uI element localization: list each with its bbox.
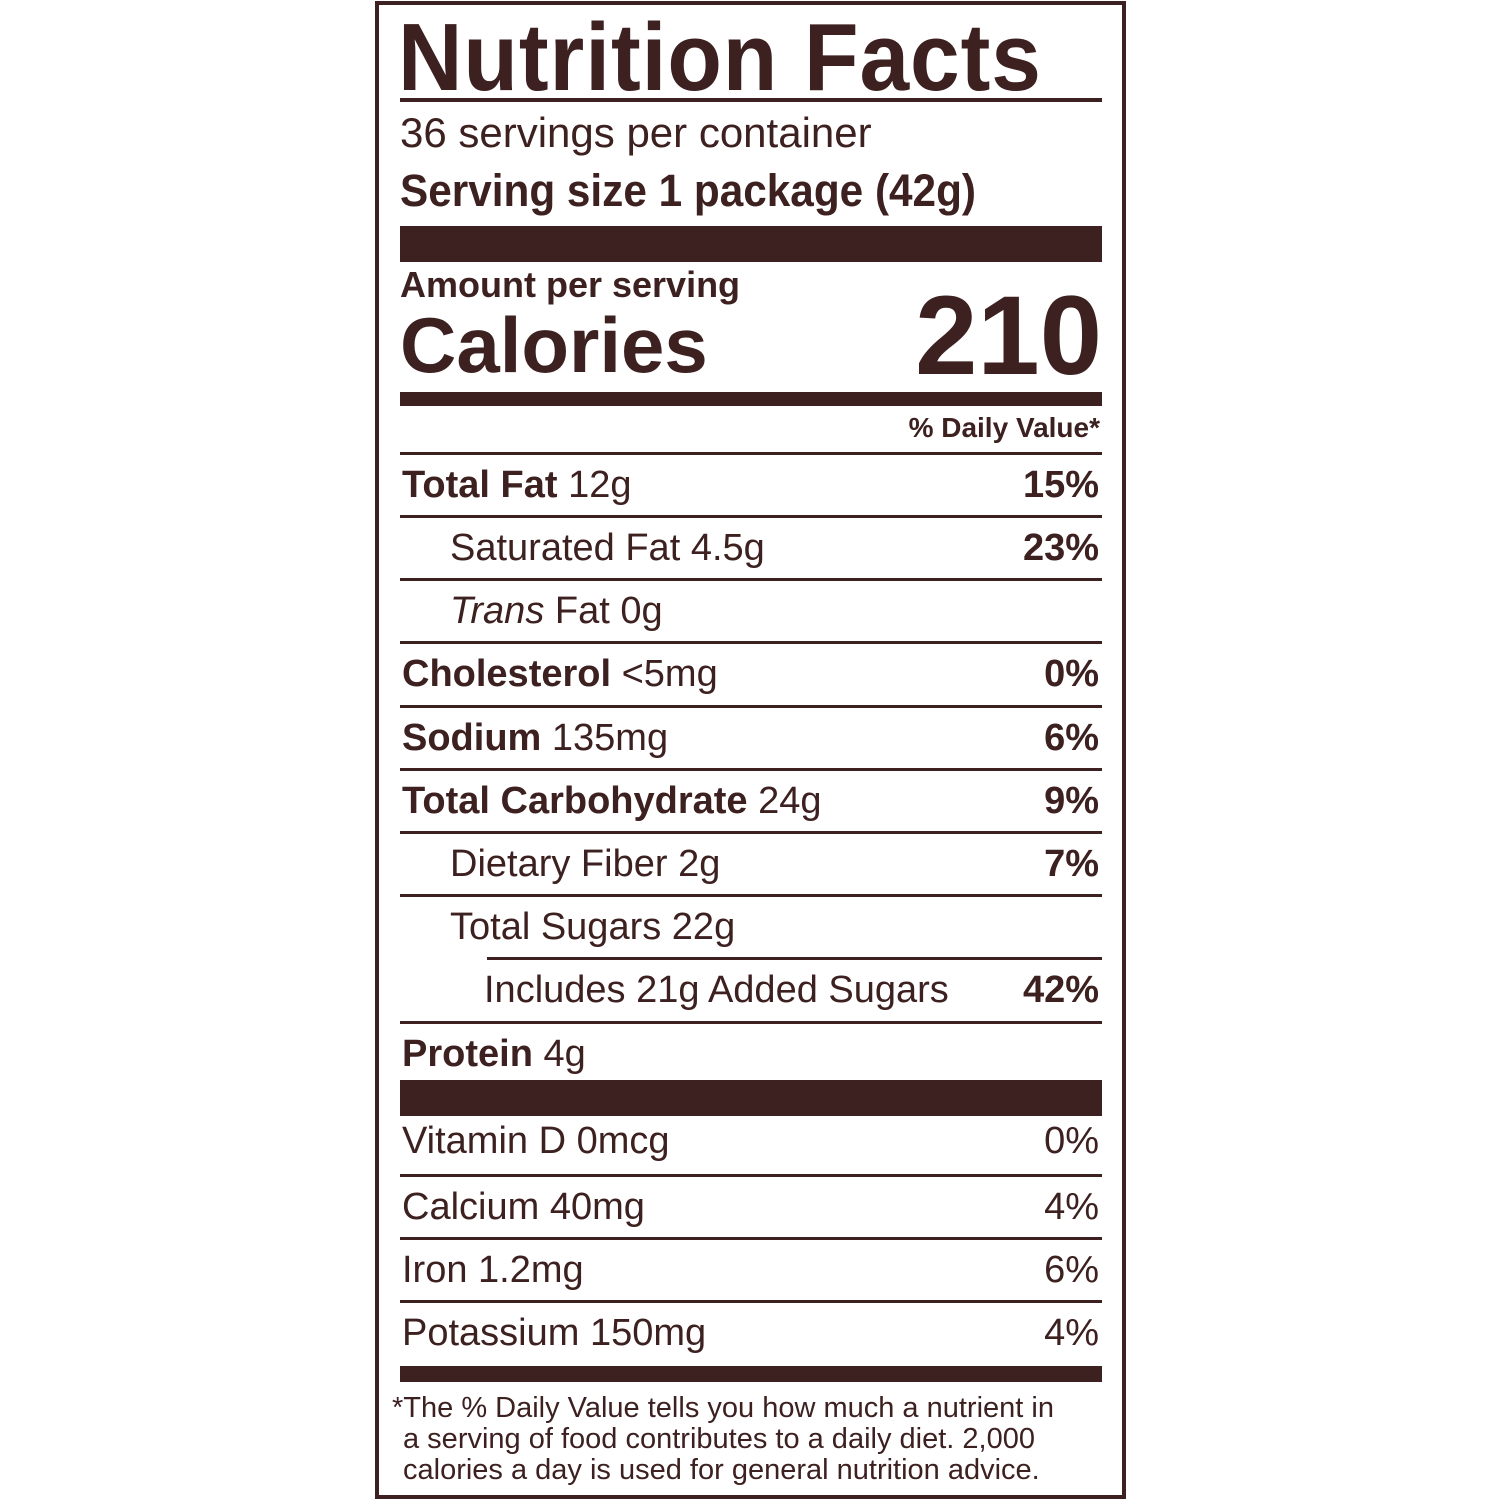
divider (400, 1021, 1102, 1024)
nutrient-amount: 22g (671, 905, 736, 948)
vitamin-name: Calcium 40mg (402, 1186, 645, 1229)
vitamin-name: Potassium 150mg (402, 1312, 706, 1355)
divider (400, 768, 1102, 771)
daily-value-header: % Daily Value* (908, 412, 1100, 443)
vitamin-row: Potassium 150mg 4% (402, 1303, 1099, 1363)
daily-value-percent: 23% (1022, 526, 1099, 569)
nutrient-label: Cholesterol (402, 652, 612, 695)
nutrient-row: Cholesterol <5mg 0% (402, 644, 1099, 704)
divider (400, 894, 1102, 897)
nutrient-row: Includes 21g Added Sugars 42% (402, 960, 1099, 1020)
vitamin-amount: 1.2mg (478, 1248, 584, 1291)
daily-value-percent: 6% (1044, 716, 1099, 759)
nutrient-name-italic: Trans (450, 589, 545, 632)
nutrient-name: Trans Fat 0g (402, 590, 663, 633)
nutrition-label-border (375, 1, 1126, 1499)
vitamin-name: Vitamin D 0mcg (402, 1120, 670, 1163)
footnote-line: *The % Daily Value tells you how much a … (392, 1392, 1054, 1424)
vitamin-amount: 40mg (549, 1185, 645, 1228)
nutrient-name: Includes 21g Added Sugars (402, 969, 949, 1012)
nutrient-row: Trans Fat 0g (402, 581, 1099, 641)
vitamin-label: Calcium (402, 1185, 540, 1228)
divider (400, 1237, 1102, 1240)
footnote-line: a serving of food contributes to a daily… (403, 1423, 1035, 1455)
nutrient-name: Sodium 135mg (402, 717, 668, 760)
nutrient-label: Total Carbohydrate (402, 779, 748, 822)
calories-value: 210 (915, 273, 1102, 398)
daily-value-percent: 9% (1044, 779, 1099, 822)
nutrient-name: Total Fat 12g (402, 464, 631, 507)
nutrient-row: Sodium 135mg 6% (402, 708, 1099, 768)
amount-per-serving: Amount per serving (400, 264, 741, 305)
servings-per-container: 36 servings per container (400, 109, 872, 156)
nutrient-name: Cholesterol <5mg (402, 653, 718, 696)
nutrient-label: Includes 21g Added Sugars (484, 968, 949, 1011)
serving-size: Serving size 1 package (42g) (400, 165, 977, 216)
label-title: Nutrition Facts (398, 4, 1042, 111)
nutrient-label: Dietary Fiber (450, 842, 668, 885)
nutrient-row: Total Sugars 22g (402, 897, 1099, 957)
footnote: *The % Daily Value tells you how much a … (392, 1393, 1112, 1486)
nutrient-amount: 24g (758, 779, 822, 822)
nutrient-amount: 4.5g (690, 526, 765, 569)
nutrient-label: Sodium (402, 716, 542, 759)
nutrient-row: Saturated Fat 4.5g 23% (402, 518, 1099, 578)
daily-value-percent: 6% (1044, 1248, 1099, 1291)
nutrient-label: Total Sugars (450, 905, 662, 948)
nutrient-amount: 12g (568, 463, 632, 506)
vitamin-label: Iron (402, 1248, 468, 1291)
daily-value-percent: 42% (1022, 968, 1099, 1011)
divider (400, 578, 1102, 581)
nutrient-amount: 0g (620, 589, 663, 632)
vitamin-amount: 150mg (589, 1311, 707, 1354)
divider (400, 1174, 1102, 1177)
daily-value-percent: 0% (1044, 1119, 1099, 1162)
daily-value-percent: 0% (1044, 652, 1099, 695)
vitamin-row: Vitamin D 0mcg 0% (402, 1111, 1099, 1171)
vitamin-row: Iron 1.2mg 6% (402, 1240, 1099, 1300)
daily-value-percent: 4% (1044, 1311, 1099, 1354)
nutrient-amount: 4g (543, 1032, 586, 1075)
nutrient-label: Total Fat (402, 463, 558, 506)
divider (400, 515, 1102, 518)
nutrient-row: Total Carbohydrate 24g 9% (402, 771, 1099, 831)
nutrient-row: Protein 4g (402, 1024, 1099, 1084)
nutrient-amount: 2g (678, 842, 721, 885)
divider (400, 831, 1102, 834)
nutrient-row: Dietary Fiber 2g 7% (402, 834, 1099, 894)
thick-divider (400, 1080, 1102, 1116)
divider (400, 1300, 1102, 1303)
daily-value-percent: 15% (1022, 463, 1099, 506)
vitamin-amount: 0mcg (576, 1119, 670, 1162)
calories-label: Calories (400, 301, 708, 389)
footnote-line: calories a day is used for general nutri… (403, 1454, 1040, 1486)
vitamin-label: Potassium (402, 1311, 580, 1354)
nutrient-name: Total Sugars 22g (402, 906, 735, 949)
vitamin-name: Iron 1.2mg (402, 1249, 584, 1292)
divider (400, 705, 1102, 708)
nutrient-amount: 135mg (551, 716, 669, 759)
daily-value-percent: 7% (1044, 842, 1099, 885)
divider (400, 452, 1102, 455)
nutrient-label: Saturated Fat (450, 526, 681, 569)
nutrient-name: Total Carbohydrate 24g (402, 780, 822, 823)
nutrient-name: Dietary Fiber 2g (402, 843, 720, 886)
nutrient-label: Fat (554, 589, 610, 632)
thick-divider (400, 392, 1102, 406)
nutrient-name: Saturated Fat 4.5g (402, 527, 765, 570)
nutrient-label: Protein (402, 1032, 533, 1075)
divider (400, 641, 1102, 644)
vitamin-row: Calcium 40mg 4% (402, 1177, 1099, 1237)
thick-divider (400, 226, 1102, 262)
divider (400, 98, 1102, 102)
vitamin-label: Vitamin D (402, 1119, 567, 1162)
nutrient-name: Protein 4g (402, 1033, 586, 1076)
divider (487, 957, 1102, 960)
thick-divider (400, 1366, 1102, 1382)
nutrient-row: Total Fat 12g 15% (402, 455, 1099, 515)
nutrient-amount: <5mg (621, 652, 718, 695)
daily-value-percent: 4% (1044, 1185, 1099, 1228)
